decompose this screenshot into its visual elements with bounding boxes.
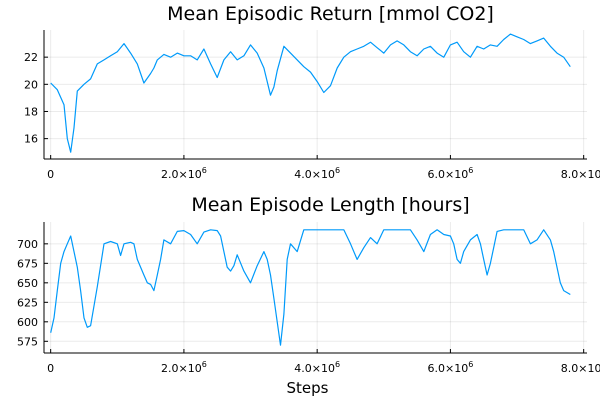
x-tick-label: 4.0×106	[294, 166, 340, 181]
x-tick-mantissa: 8.0×10	[561, 362, 600, 375]
chart-title: Mean Episode Length [hours]	[191, 194, 469, 216]
x-tick-mantissa: 2.0×10	[161, 362, 202, 375]
y-tick-label: 16	[24, 133, 38, 146]
y-tick-label: 700	[17, 238, 38, 251]
x-tick-exponent: 6	[335, 166, 340, 175]
x-tick-exponent: 6	[202, 166, 207, 175]
y-tick-label: 600	[17, 316, 38, 329]
x-tick-mantissa: 0	[47, 362, 54, 375]
x-tick-mantissa: 4.0×10	[294, 168, 335, 181]
x-axis-label: Steps	[287, 379, 329, 397]
x-tick-mantissa: 6.0×10	[428, 168, 469, 181]
y-tick-label: 650	[17, 277, 38, 290]
x-tick-label: 0	[47, 168, 54, 181]
x-tick-exponent: 6	[468, 166, 473, 175]
x-tick-label: 8.0×106	[561, 360, 600, 375]
x-tick-label: 2.0×106	[161, 166, 207, 181]
x-tick-label: 6.0×106	[428, 360, 474, 375]
x-tick-exponent: 6	[202, 360, 207, 369]
y-tick-label: 20	[24, 78, 38, 91]
x-tick-exponent: 6	[335, 360, 340, 369]
y-tick-label: 625	[17, 296, 38, 309]
x-tick-label: 0	[47, 362, 54, 375]
chart-title: Mean Episodic Return [mmol CO2]	[167, 3, 494, 25]
x-tick-label: 2.0×106	[161, 360, 207, 375]
x-tick-label: 6.0×106	[428, 166, 474, 181]
series-line	[50, 33, 571, 153]
chart-panel-1: Mean Episodic Return [mmol CO2] 16 18 20 22 0…	[24, 3, 600, 181]
x-tick-mantissa: 6.0×10	[428, 362, 469, 375]
x-tick-mantissa: 0	[47, 168, 54, 181]
x-tick-label: 8.0×106	[561, 166, 600, 181]
x-tick-mantissa: 8.0×10	[561, 168, 600, 181]
chart-panel-2: Mean Episode Length [hours] 575 600 625 650 6…	[17, 194, 600, 397]
y-tick-label: 22	[24, 51, 38, 64]
y-tick-label: 18	[24, 105, 38, 118]
x-tick-mantissa: 4.0×10	[294, 362, 335, 375]
series-line	[50, 229, 571, 346]
y-tick-label: 675	[17, 257, 38, 270]
x-tick-label: 4.0×106	[294, 360, 340, 375]
x-tick-mantissa: 2.0×10	[161, 168, 202, 181]
y-tick-label: 575	[17, 335, 38, 348]
x-tick-exponent: 6	[468, 360, 473, 369]
